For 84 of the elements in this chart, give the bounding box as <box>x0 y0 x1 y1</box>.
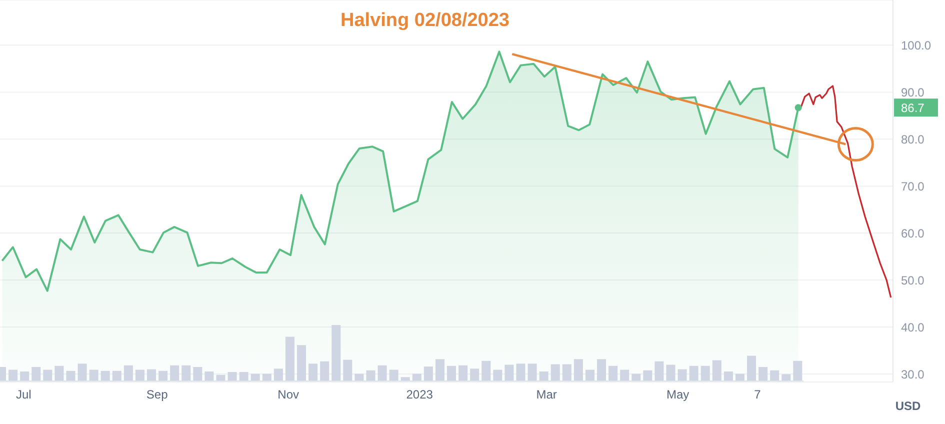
bar <box>458 365 468 381</box>
bar <box>182 365 192 381</box>
x-tick-label: Nov <box>278 388 300 402</box>
bar <box>228 372 238 381</box>
bar <box>32 367 42 381</box>
y-tick-label: 40.0 <box>901 320 925 334</box>
bar <box>90 370 99 381</box>
y-axis-title: USD <box>895 399 921 413</box>
bar <box>494 370 503 381</box>
text: Halving 02/08/2023 <box>340 10 510 31</box>
bar <box>170 365 180 381</box>
bar <box>516 364 526 381</box>
bar <box>655 361 664 381</box>
bar <box>528 364 538 381</box>
bar <box>78 364 88 381</box>
x-tick-label: Sep <box>146 388 168 402</box>
y-tick-label: 80.0 <box>901 132 925 146</box>
bar <box>586 370 595 381</box>
x-tick-label: May <box>666 388 690 402</box>
bar <box>770 370 780 381</box>
bar <box>574 359 584 381</box>
y-tick-label: 70.0 <box>901 179 925 194</box>
bar <box>447 366 456 381</box>
bar <box>355 374 364 381</box>
bar <box>424 366 434 381</box>
bar <box>240 372 249 381</box>
bar <box>262 374 272 381</box>
bar <box>620 370 630 381</box>
bar <box>758 367 768 381</box>
bar <box>158 370 168 381</box>
bar <box>632 374 642 381</box>
bar <box>505 364 514 381</box>
bar <box>286 336 295 381</box>
bar <box>147 369 156 381</box>
bar <box>678 369 688 381</box>
x-tick-label: 7 <box>754 388 762 402</box>
bar <box>701 366 710 381</box>
bar <box>482 360 492 381</box>
bar <box>8 370 18 381</box>
bar <box>101 370 110 381</box>
bar <box>308 364 318 381</box>
bar <box>55 366 64 381</box>
bar <box>112 370 122 381</box>
bar <box>540 371 549 381</box>
y-tick-label: 100.0 <box>901 38 932 52</box>
bar <box>194 367 203 381</box>
bar <box>412 374 422 381</box>
x-tick-label: Mar <box>536 388 557 402</box>
bar <box>320 361 330 381</box>
bar <box>297 345 306 381</box>
bar <box>690 366 699 381</box>
bar <box>136 370 145 381</box>
bar <box>470 368 480 381</box>
bar <box>712 360 722 381</box>
bar <box>344 360 353 381</box>
bar <box>44 370 53 381</box>
bar <box>378 365 388 381</box>
bar <box>644 370 653 381</box>
bar <box>332 325 342 381</box>
y-tick-label: 60.0 <box>901 226 925 240</box>
bar <box>20 371 30 381</box>
bar <box>724 371 734 381</box>
bar <box>562 364 572 381</box>
x-tick-label: Jul <box>16 388 32 402</box>
bar <box>747 356 756 381</box>
bar <box>205 371 214 381</box>
bar <box>736 374 745 381</box>
bar <box>66 370 76 381</box>
bar <box>124 365 134 381</box>
bar <box>608 366 618 381</box>
bar <box>390 370 399 381</box>
bar <box>794 360 803 381</box>
x-tick-label: 2023 <box>406 388 434 402</box>
bar <box>366 370 376 381</box>
y-tick-label: 90.0 <box>901 85 925 100</box>
bar <box>436 359 445 381</box>
bar <box>274 368 284 381</box>
bar <box>551 364 560 381</box>
text: 86.7 <box>901 101 925 116</box>
y-tick-label: 50.0 <box>901 273 925 288</box>
bar <box>666 364 676 381</box>
bar <box>597 359 606 381</box>
bar <box>251 374 260 381</box>
y-tick-label: 30.0 <box>901 367 925 382</box>
